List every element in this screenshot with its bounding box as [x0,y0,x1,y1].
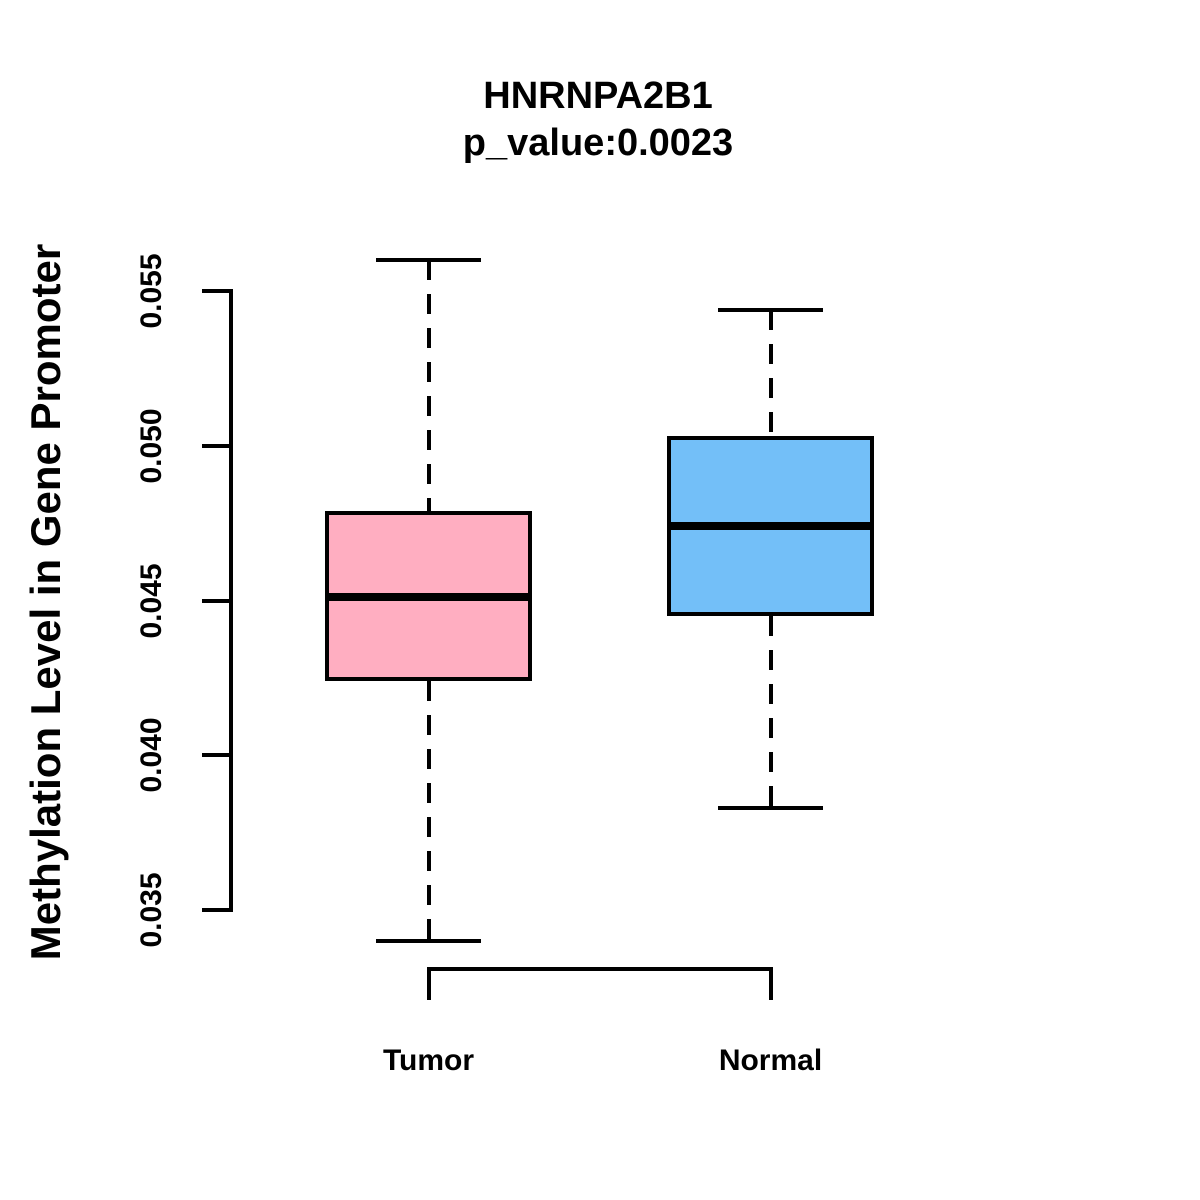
y-axis-tick [202,598,230,603]
x-axis-tick-right [768,967,773,1000]
y-axis-tick-label: 0.045 [135,562,168,639]
chart-title: HNRNPA2B1 [483,75,713,117]
whisker-line-lower-tumor [426,680,431,941]
x-axis-tick-left [426,967,431,1000]
y-axis-tick [202,908,230,912]
y-axis-tick-label: 0.040 [135,717,168,793]
median-line-tumor [325,593,532,602]
whisker-cap-upper-normal [718,307,823,312]
y-axis-tick [202,753,230,758]
y-axis-tick [202,443,230,448]
y-axis-tick [202,289,230,293]
whisker-cap-lower-tumor [376,938,481,943]
whisker-cap-lower-normal [718,805,823,810]
y-axis-tick-label: 0.035 [135,872,168,948]
x-category-label-normal: Normal [718,1044,823,1077]
chart-subtitle: p_value:0.0023 [462,122,734,164]
y-axis-line [229,289,233,912]
whisker-line-upper-tumor [426,260,431,511]
median-line-normal [667,522,874,531]
x-axis-line [426,967,773,971]
whisker-line-lower-normal [768,615,773,808]
whisker-cap-upper-tumor [376,258,481,263]
whisker-line-upper-normal [768,309,773,437]
x-category-label-tumor: Tumor [382,1044,475,1077]
y-axis-tick-label: 0.050 [135,408,168,484]
y-axis-tick-label: 0.055 [135,253,168,329]
